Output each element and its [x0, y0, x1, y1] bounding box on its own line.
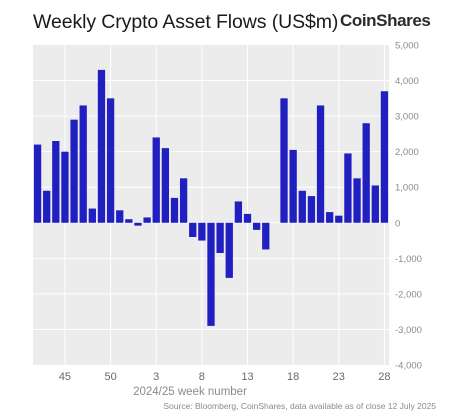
bar-week-11 — [225, 222, 233, 278]
x-tick-label: 13 — [241, 371, 253, 383]
x-tick-label: 45 — [59, 371, 71, 383]
x-axis-label: 2024/25 week number — [133, 386, 247, 398]
bar-week-51 — [116, 210, 124, 223]
bar-week-48 — [88, 208, 96, 223]
source-note: Source: Bloomberg, CoinShares, data avai… — [163, 401, 436, 411]
bar-week-46 — [70, 119, 78, 223]
y-tick-label: 0 — [395, 218, 400, 229]
y-tick-label: -4,000 — [395, 361, 422, 372]
bar-week-18 — [289, 149, 297, 223]
bar-week-44 — [52, 141, 60, 223]
bar-week-26 — [362, 123, 370, 223]
bar-week-28 — [380, 91, 389, 223]
y-tick-label: -3,000 — [395, 325, 422, 336]
x-tick-label: 18 — [287, 371, 299, 383]
bar-week-5 — [170, 197, 179, 223]
x-tick-label: 8 — [199, 371, 205, 383]
bar-week-45 — [61, 151, 69, 223]
y-tick-label: 2,000 — [395, 147, 419, 158]
bar-week-6 — [179, 178, 188, 223]
bar-week-25 — [353, 178, 361, 223]
chart-title: Weekly Crypto Asset Flows (US$m) — [33, 11, 339, 33]
x-tick-label: 50 — [104, 371, 116, 383]
coinshares-logo: CoinShares — [340, 11, 431, 30]
bar-week-17 — [280, 98, 288, 223]
bar-week-12 — [234, 201, 243, 223]
bar-week-20 — [307, 196, 316, 223]
y-tick-label: 1,000 — [395, 183, 419, 194]
bar-week-24 — [344, 153, 352, 223]
y-tick-label: 4,000 — [395, 76, 419, 87]
bar-week-19 — [298, 190, 306, 223]
bar-week-1 — [134, 222, 142, 226]
bar-week-7 — [189, 222, 197, 237]
bar-week-27 — [371, 185, 379, 223]
x-tick-label: 23 — [333, 371, 345, 383]
bar-week-3 — [152, 137, 160, 223]
bar-week-8 — [198, 222, 206, 241]
y-tick-label: 5,000 — [395, 41, 419, 52]
x-tick-label: 28 — [378, 371, 390, 383]
bar-week-43 — [43, 190, 51, 223]
bar-week-13 — [243, 213, 252, 223]
y-tick-label: -1,000 — [395, 254, 422, 265]
y-tick-label: -2,000 — [395, 289, 422, 300]
bar-week-49 — [97, 69, 106, 223]
bar-week-50 — [106, 98, 115, 223]
bar-week-23 — [335, 215, 343, 223]
bar-week-42 — [33, 144, 42, 223]
bar-week-10 — [216, 222, 224, 253]
bar-week-47 — [79, 105, 87, 223]
bar-week-14 — [252, 222, 261, 230]
bar-week-2 — [143, 217, 151, 223]
bar-week-21 — [316, 105, 325, 223]
x-tick-label: 3 — [153, 371, 159, 383]
bar-week-9 — [207, 222, 215, 326]
bar-week-4 — [161, 148, 170, 223]
y-tick-label: 3,000 — [395, 112, 419, 123]
bar-week-22 — [326, 212, 334, 223]
bar-week-52 — [125, 219, 133, 223]
bar-week-15 — [262, 222, 270, 250]
